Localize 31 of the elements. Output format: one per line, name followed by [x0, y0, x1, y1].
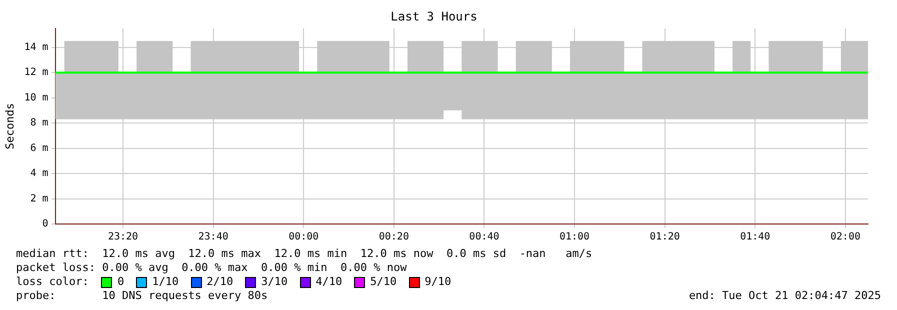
legend-label: 3/10 [261, 275, 288, 289]
x-tick-label: 01:20 [650, 232, 680, 243]
y-tick-label: 8 m [30, 118, 48, 129]
legend-label: 9/10 [424, 275, 452, 289]
legend-label: 2/10 [206, 275, 234, 289]
text: median rtt: 12.0 ms avg 12.0 ms max 12.0 ms min 12.0 ms now 0.0 ms sd -nan am/s [16, 247, 592, 261]
y-tick-label: 12 m [24, 67, 48, 78]
y-tick-label: 4 m [30, 168, 48, 180]
y-tick-label: 2 m [30, 193, 48, 204]
text: end: Tue Oct 21 02:04:47 2025 [688, 289, 881, 302]
y-tick-label: 14 m [24, 42, 48, 53]
legend-label: 0 [117, 275, 124, 289]
x-tick-label: 01:00 [559, 232, 590, 243]
text: packet loss: 0.00 % avg 0.00 % max 0.00 % min 0.00 % now [16, 261, 407, 275]
x-tick-label: 00:20 [378, 232, 409, 243]
text: probe: 10 DNS requests every 80s [16, 289, 268, 303]
x-tick-label: 23:20 [108, 232, 138, 243]
y-tick-label: 10 m [24, 92, 48, 104]
x-tick-label: 02:00 [830, 232, 860, 243]
x-tick-label: 23:40 [198, 232, 228, 243]
chart-title: Last 3 Hours [390, 9, 478, 24]
legend-label: 5/10 [370, 275, 397, 289]
legend-label: 4/10 [316, 275, 342, 289]
y-axis-title: Seconds [3, 103, 16, 150]
legend-title: loss color: [16, 275, 90, 289]
x-tick-label: 01:40 [740, 232, 770, 243]
y-tick-label: 0 [42, 218, 48, 230]
x-tick-label: 00:00 [288, 232, 319, 243]
x-tick-label: 00:40 [469, 232, 500, 243]
legend-label: 1/10 [152, 275, 179, 289]
y-tick-label: 6 m [30, 142, 48, 154]
